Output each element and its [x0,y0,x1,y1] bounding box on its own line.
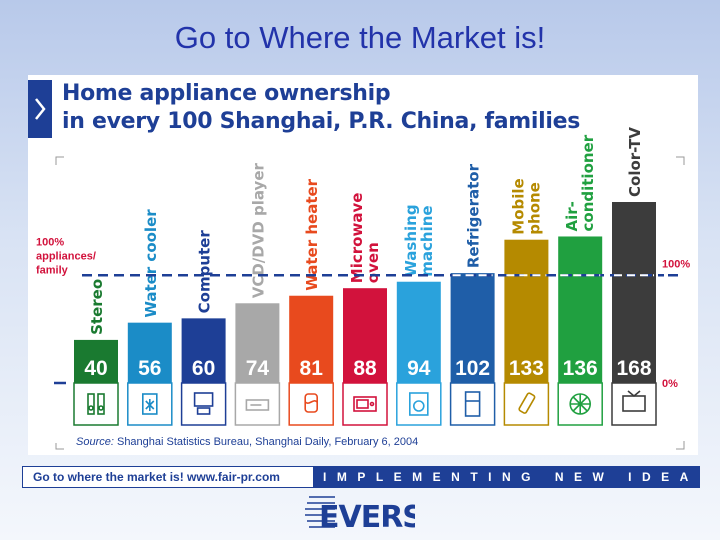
tv-icon [611,382,657,426]
evers-logo: EVERS [305,496,415,533]
refrigerator-icon [449,382,496,426]
source-text: Shanghai Statistics Bureau, Shanghai Dai… [114,436,418,448]
category-label: Stereo [88,279,106,335]
water-heater-icon [288,382,334,426]
chart-panel: Home appliance ownership in every 100 Sha… [28,75,698,455]
category-label: VCD/DVD player [249,163,267,299]
chart-title-line: Home appliance ownership [62,81,391,106]
washing-machine-icon [396,382,442,426]
value-label: 136 [563,357,598,380]
bar [450,273,495,383]
category-label: Color-TV [626,127,644,197]
category-label: phone [525,182,543,235]
value-label: 88 [353,357,377,380]
value-label: 94 [407,357,431,380]
footer-bar: Go to where the market is! www.fair-pr.c… [22,466,700,488]
source-note: Source: Shanghai Statistics Bureau, Shan… [76,436,418,448]
footer-slogan: IMPLEMENTING NEW IDEAS [323,470,699,484]
value-label: 81 [300,357,324,380]
value-label: 133 [509,357,544,380]
reference-label-left: family [36,264,69,276]
reference-label-left: appliances/ [36,250,96,262]
microwave-icon [342,382,388,426]
value-label: 102 [455,357,490,380]
computer-icon [180,382,227,426]
chart-title: Home appliance ownership in every 100 Sha… [62,80,580,136]
zero-label: 0% [662,378,678,390]
value-label: 60 [192,357,215,380]
category-label: Refrigerator [465,163,483,268]
value-label: 56 [138,357,161,380]
mobile-phone-icon [503,382,550,426]
category-label: Water cooler [142,209,160,318]
bar [127,322,172,383]
bar-chart: 40 Stereo 56 Water cooler 60 Computer 74 VCD/DV… [36,127,690,450]
bar [181,318,226,383]
category-label: Water heater [303,178,321,290]
category-label: Air- [563,201,581,231]
category-label: Mobile [509,178,527,234]
category-label: machine [418,205,436,276]
value-label: 168 [616,357,651,380]
bar [504,239,549,383]
source-prefix: Source: [76,436,114,448]
air-conditioner-icon [557,382,603,426]
category-label: Microwave [348,193,366,284]
bar [235,303,280,383]
reference-label-left: 100% [36,236,64,248]
bar [396,281,441,383]
bar [289,295,334,383]
value-label: 40 [84,357,107,380]
bar [343,288,387,383]
category-label: oven [364,242,382,283]
chevron-right-icon [28,80,52,138]
footer-website-link[interactable]: Go to where the market is! www.fair-pr.c… [23,467,313,487]
bar [558,236,603,383]
value-label: 74 [246,357,270,380]
dvd-player-icon [234,382,281,426]
bar [612,202,656,383]
water-cooler-icon [127,382,173,426]
bar [74,339,118,383]
category-label: Computer [196,230,214,314]
stereo-icon [73,382,119,426]
slide-title: Go to Where the Market is! [174,20,546,55]
reference-label-right: 100% [662,258,690,270]
category-label: conditioner [579,134,597,231]
chart-title-line: in every 100 Shanghai, P.R. China, famil… [62,109,581,134]
logo-text: EVERS [319,500,415,533]
corner-brackets [55,156,685,450]
category-label: Washing [402,204,420,276]
